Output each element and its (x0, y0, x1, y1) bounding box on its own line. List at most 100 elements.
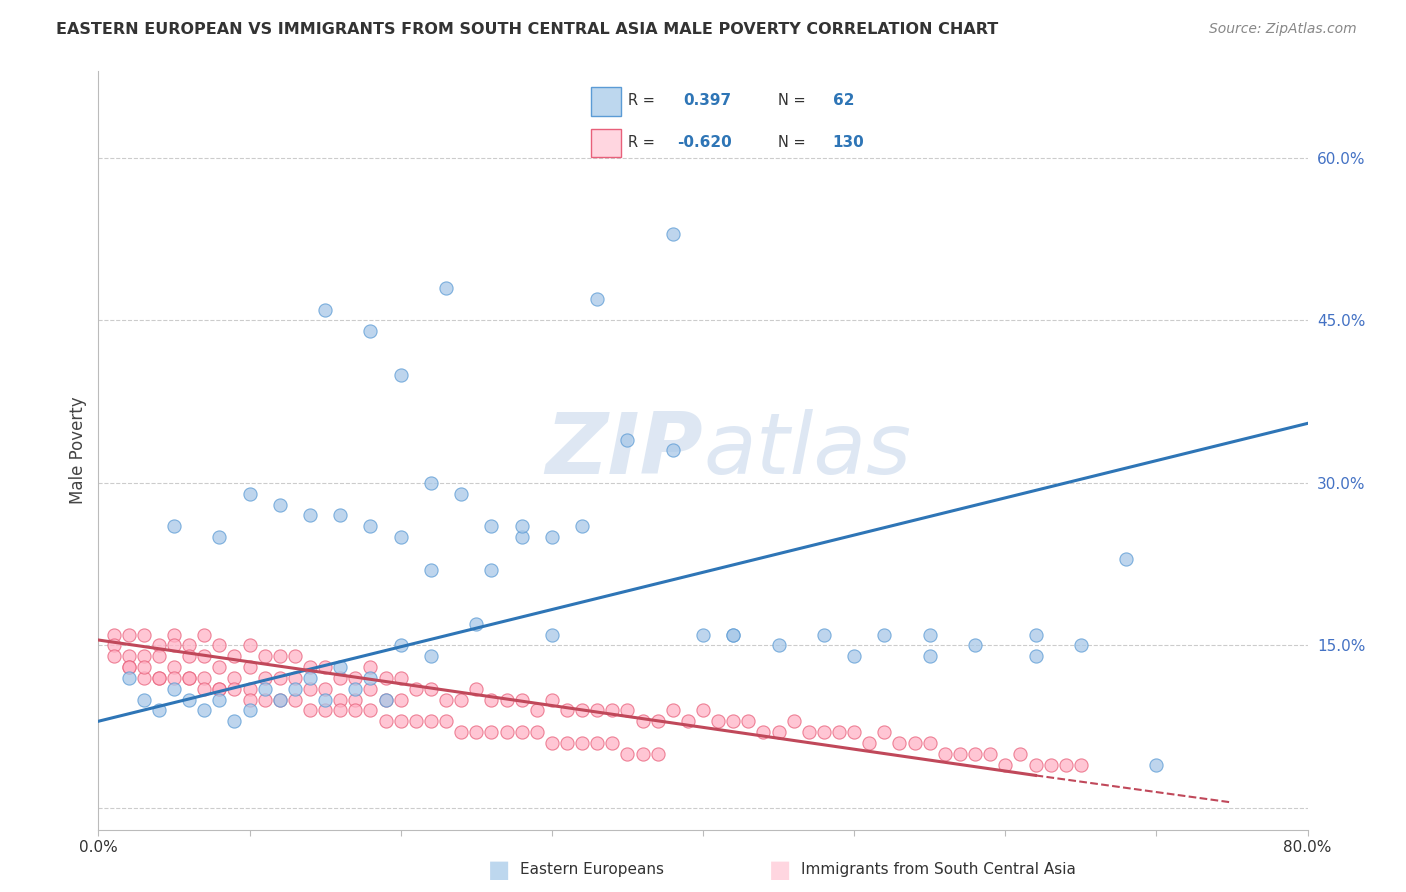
Text: Source: ZipAtlas.com: Source: ZipAtlas.com (1209, 22, 1357, 37)
Point (994, 757, 1017, 772)
Point (389, 368, 412, 382)
Point (148, 639, 170, 653)
Point (661, 703, 683, 717)
Point (602, 736, 624, 750)
Point (253, 649, 276, 664)
Point (844, 725, 866, 739)
Point (163, 660, 186, 674)
Point (208, 530, 231, 544)
Point (389, 671, 412, 685)
Point (571, 519, 593, 533)
Point (555, 703, 578, 717)
Point (540, 530, 562, 544)
Point (163, 627, 186, 641)
Point (813, 725, 835, 739)
Point (405, 681, 427, 696)
Point (208, 681, 231, 696)
Point (103, 649, 125, 664)
Point (723, 627, 745, 641)
Point (239, 692, 262, 706)
Point (239, 639, 262, 653)
Point (918, 736, 941, 750)
Point (495, 692, 517, 706)
Point (284, 681, 307, 696)
Point (647, 714, 669, 729)
Point (299, 508, 322, 523)
Point (132, 649, 155, 664)
Point (828, 725, 851, 739)
Point (752, 725, 775, 739)
Point (434, 692, 457, 706)
Point (253, 692, 276, 706)
Point (692, 703, 714, 717)
Point (692, 627, 714, 641)
Point (797, 725, 820, 739)
Point (647, 747, 669, 761)
Point (813, 627, 835, 641)
Point (465, 616, 488, 631)
Point (918, 627, 941, 641)
Point (179, 639, 201, 653)
Point (586, 292, 609, 306)
Point (314, 660, 336, 674)
Text: Immigrants from South Central Asia: Immigrants from South Central Asia (801, 863, 1077, 877)
Point (904, 736, 927, 750)
Point (434, 281, 457, 295)
Point (434, 714, 457, 729)
Point (224, 671, 246, 685)
Point (314, 692, 336, 706)
Point (224, 681, 246, 696)
Point (360, 660, 382, 674)
Point (148, 703, 170, 717)
Point (586, 736, 609, 750)
Point (510, 530, 533, 544)
Point (374, 671, 396, 685)
Point (420, 681, 443, 696)
Point (844, 649, 866, 664)
Point (284, 671, 307, 685)
Point (360, 681, 382, 696)
Point (1024, 627, 1046, 641)
Point (707, 714, 730, 729)
Point (934, 747, 956, 761)
Point (631, 747, 654, 761)
Point (299, 671, 322, 685)
Point (193, 681, 215, 696)
Point (193, 671, 215, 685)
Point (148, 671, 170, 685)
Point (269, 498, 291, 512)
Point (783, 714, 806, 729)
Point (193, 627, 215, 641)
Point (179, 671, 201, 685)
Point (193, 703, 215, 717)
Point (1115, 551, 1137, 566)
Point (374, 692, 396, 706)
Point (768, 639, 790, 653)
Point (299, 703, 322, 717)
Point (571, 736, 593, 750)
Point (314, 703, 336, 717)
Point (329, 508, 352, 523)
Point (465, 681, 488, 696)
Point (420, 563, 443, 577)
Point (239, 703, 262, 717)
Point (616, 433, 638, 447)
Point (768, 725, 790, 739)
Point (374, 692, 396, 706)
Point (344, 681, 367, 696)
Point (253, 671, 276, 685)
Point (344, 703, 367, 717)
Point (329, 692, 352, 706)
Point (118, 627, 141, 641)
Point (163, 639, 186, 653)
Point (344, 671, 367, 685)
Point (616, 747, 638, 761)
Point (465, 725, 488, 739)
Point (450, 487, 472, 501)
Point (540, 627, 562, 641)
Point (132, 671, 155, 685)
Point (118, 660, 141, 674)
Point (208, 692, 231, 706)
Point (979, 747, 1001, 761)
Point (586, 703, 609, 717)
